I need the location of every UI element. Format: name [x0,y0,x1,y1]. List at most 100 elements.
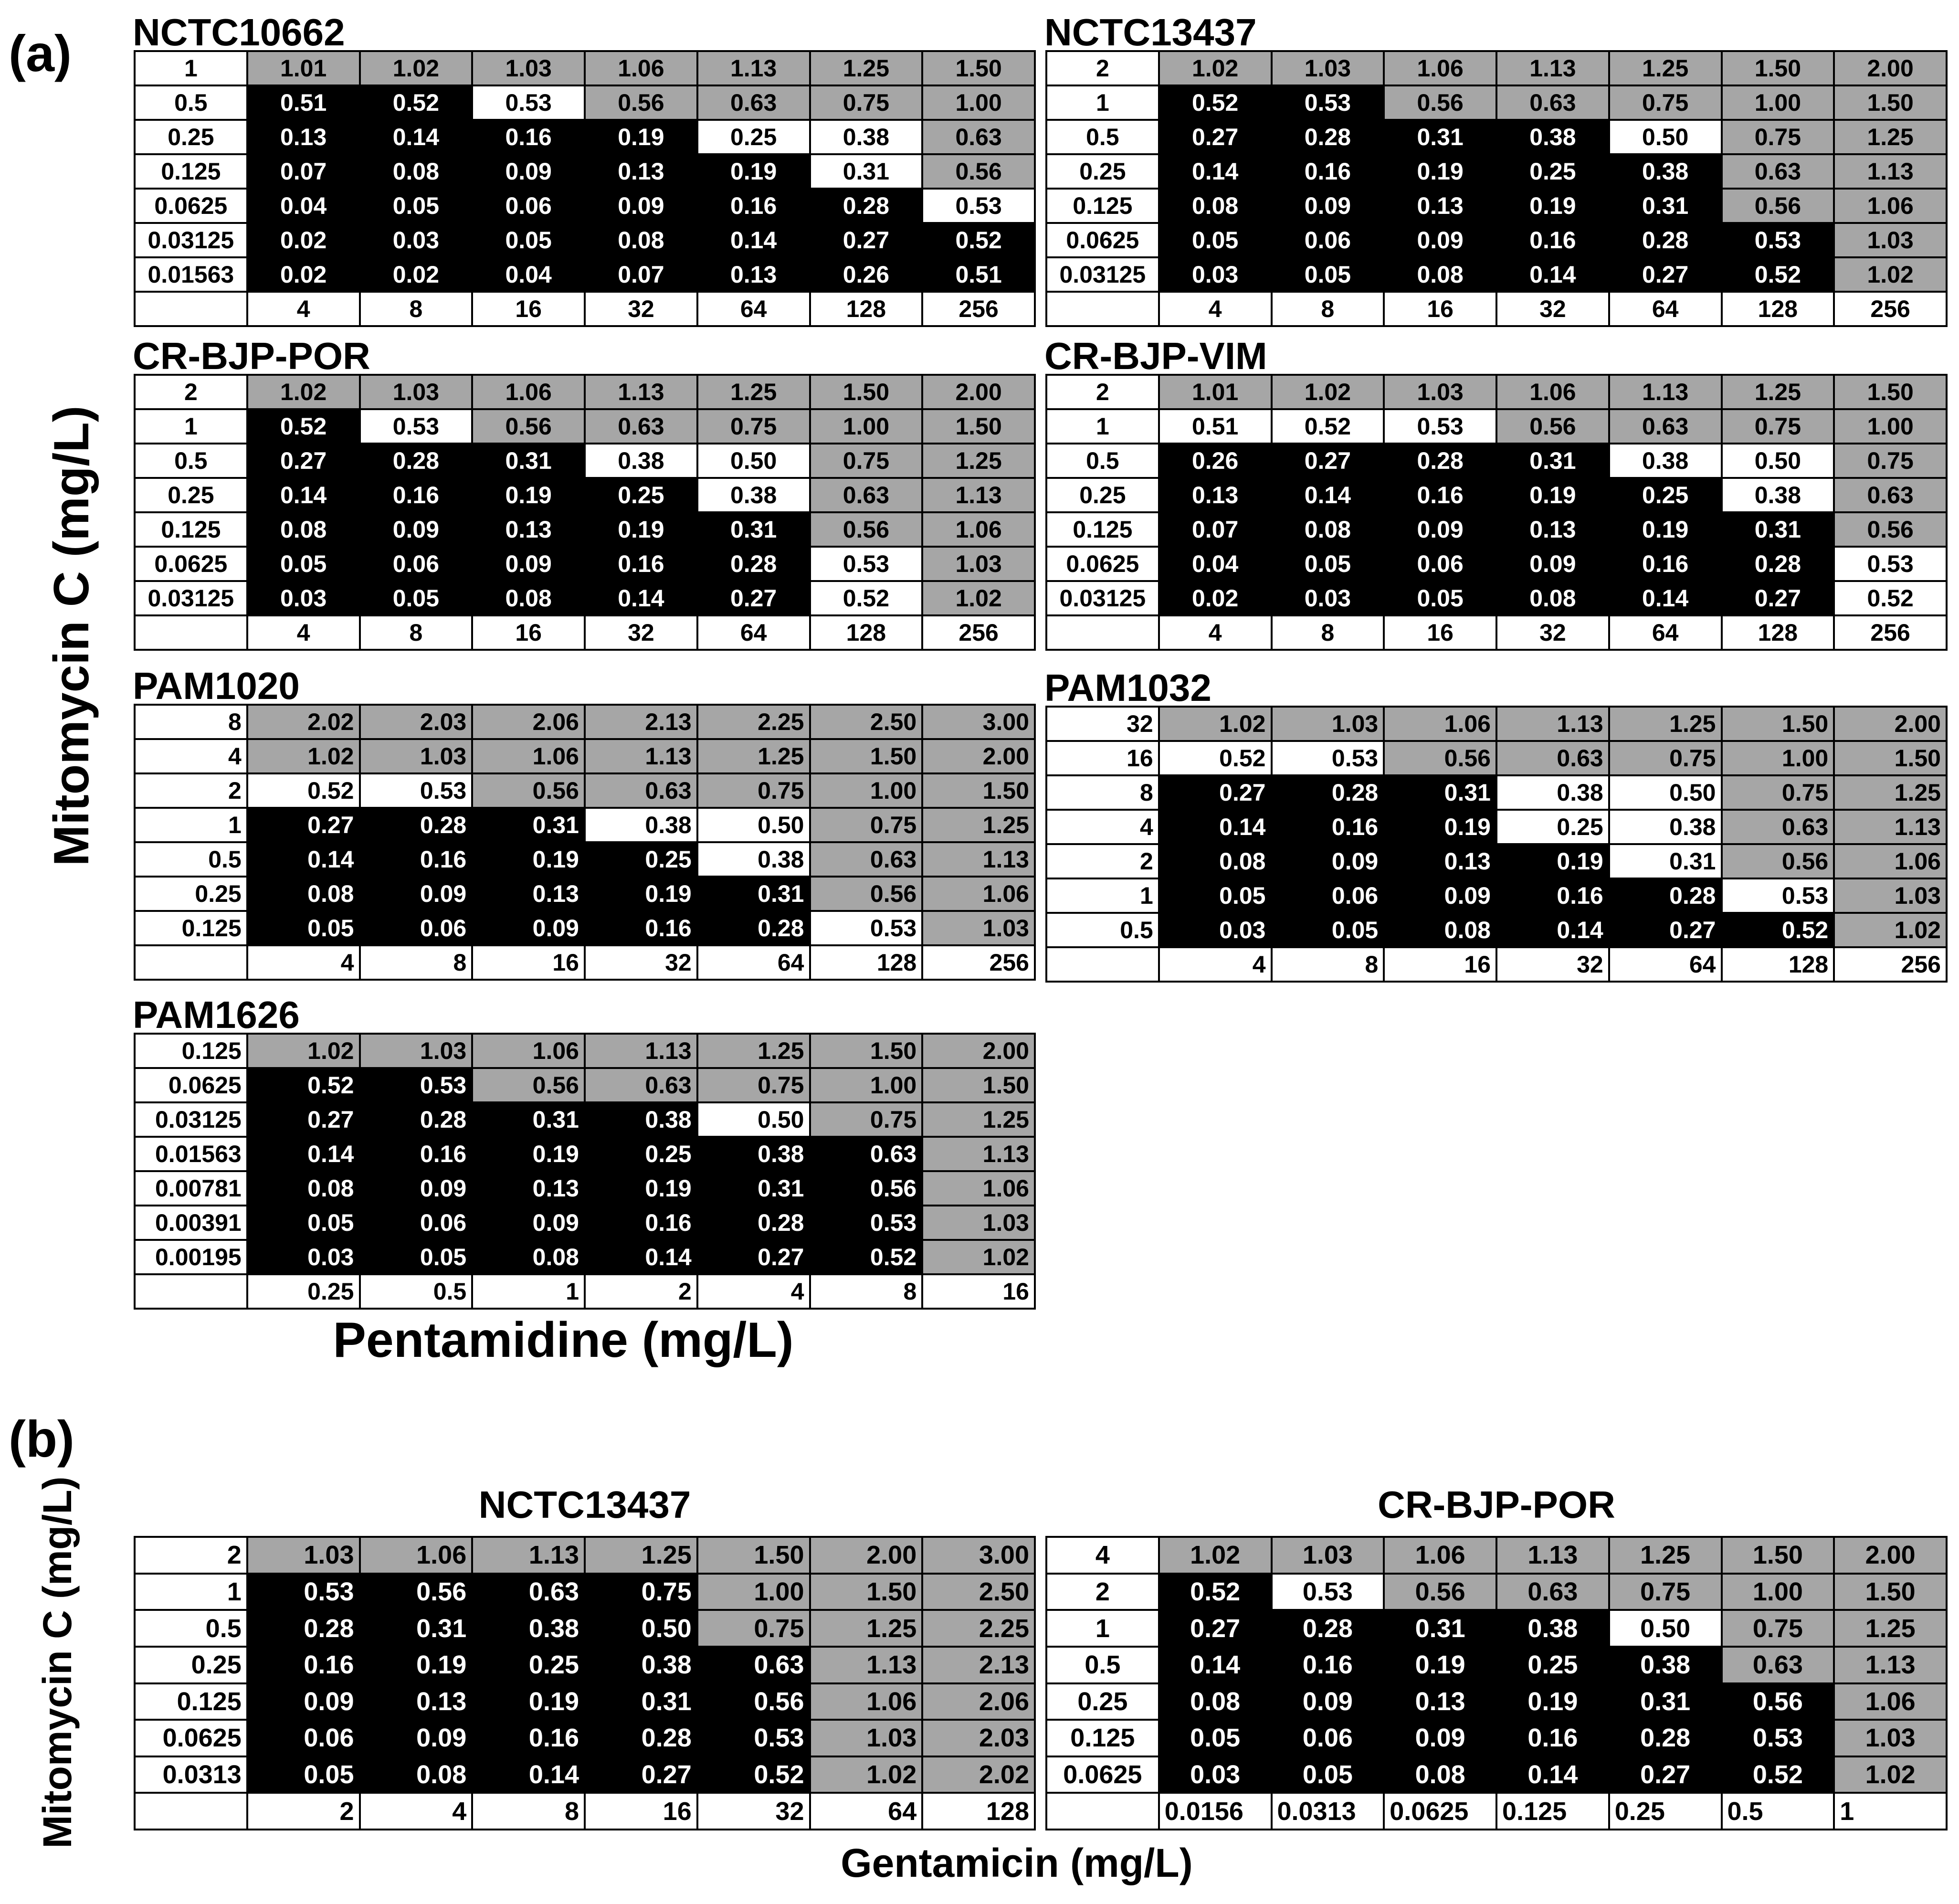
row-label: 0.125 [1047,513,1158,546]
fici-cell: 0.75 [811,1103,922,1136]
row-label: 0.125 [136,912,246,944]
col-label: 4 [1159,293,1271,325]
fici-cell: 0.38 [1610,155,1721,188]
fici-cell: 1.50 [1722,1538,1833,1573]
checkerboard-table: 0.125 1.02 1.03 1.06 1.13 1.25 1.50 2.00 0.0625 0… [134,1033,1036,1310]
fici-cell: 2.50 [923,1574,1034,1609]
row-label: 1 [136,410,246,443]
col-label: 8 [360,946,472,979]
fici-cell: 1.13 [698,52,809,85]
col-label: 4 [248,293,359,325]
fici-cell: 0.19 [473,1684,584,1719]
fici-cell: 0.53 [1385,410,1496,443]
fici-cell: 1.25 [1610,708,1721,740]
fici-cell: 0.28 [1610,224,1721,256]
fici-cell: 3.00 [923,1538,1034,1573]
x-axis-label-a: Pentamidine (mg/L) [333,1312,794,1368]
col-label: 0.125 [1497,1794,1608,1829]
fici-cell: 0.27 [248,809,359,841]
col-label: 256 [1835,293,1946,325]
fici-cell: 1.01 [248,52,359,85]
fici-cell: 0.38 [1610,444,1721,477]
fici-cell: 1.00 [1722,742,1833,774]
table-title: PAM1626 [133,994,300,1036]
row-label: 0.01563 [136,1138,246,1170]
fici-cell: 0.14 [248,479,359,511]
fici-cell: 0.50 [1610,1611,1721,1646]
fici-cell: 0.19 [586,1172,696,1205]
fici-cell: 0.52 [1159,742,1271,774]
fici-cell: 0.75 [698,1611,809,1646]
fici-cell: 0.28 [1272,1611,1383,1646]
row-label: 0.5 [136,444,246,477]
row-label: 32 [1047,708,1158,740]
fici-cell: 0.19 [473,843,584,876]
table-title: NCTC10662 [133,11,345,53]
row-label: 2 [1047,52,1158,85]
col-label: 32 [586,616,696,649]
fici-cell: 0.51 [923,258,1034,291]
fici-cell: 0.31 [1610,845,1721,878]
fici-cell: 1.02 [1159,708,1271,740]
fici-cell: 0.52 [1722,1757,1833,1792]
col-label: 64 [1610,616,1721,649]
fici-cell: 1.03 [811,1721,922,1756]
fici-cell: 0.16 [248,1647,359,1682]
fici-cell: 0.56 [1722,1684,1833,1719]
fici-cell: 0.31 [1385,776,1496,809]
corner-cell [136,946,246,979]
fici-cell: 1.13 [923,479,1034,511]
fici-cell: 0.09 [473,912,584,944]
fici-cell: 2.02 [248,706,359,738]
fici-cell: 0.19 [1385,155,1496,188]
fici-cell: 1.50 [698,1538,809,1573]
fici-cell: 0.38 [586,444,696,477]
row-label: 16 [1047,742,1158,774]
fici-cell: 0.16 [1497,879,1608,912]
fici-cell: 0.19 [1497,479,1608,511]
fici-cell: 0.56 [1385,86,1496,119]
fici-cell: 0.03 [1159,914,1271,946]
fici-cell: 0.31 [473,444,584,477]
fici-cell: 0.63 [811,479,922,511]
fici-cell: 0.05 [1159,879,1271,912]
fici-cell: 0.26 [1159,444,1271,477]
fici-cell: 0.08 [1159,190,1271,222]
fici-cell: 0.03 [360,224,472,256]
fici-cell: 1.02 [1159,1538,1271,1573]
fici-cell: 1.06 [1385,708,1496,740]
fici-cell: 0.75 [1610,742,1721,774]
fici-cell: 0.14 [1610,582,1721,614]
col-label: 128 [923,1794,1034,1829]
fici-cell: 0.16 [360,1138,472,1170]
fici-cell: 0.53 [360,774,472,807]
fici-cell: 0.02 [248,258,359,291]
fici-cell: 0.19 [586,513,696,546]
fici-cell: 0.08 [1385,1757,1496,1792]
fici-cell: 0.09 [473,155,584,188]
fici-cell: 0.06 [360,548,472,580]
row-label: 0.00195 [136,1241,246,1273]
fici-cell: 0.53 [698,1721,809,1756]
fici-cell: 1.03 [923,548,1034,580]
fici-cell: 0.31 [698,1172,809,1205]
corner-cell [136,1275,246,1308]
fici-cell: 0.27 [811,224,922,256]
fici-cell: 0.56 [1722,845,1833,878]
col-label: 4 [1159,948,1271,981]
fici-cell: 0.05 [1272,258,1383,291]
fici-cell: 1.06 [1497,376,1608,408]
fici-cell: 1.13 [1610,376,1721,408]
fici-cell: 0.52 [811,1241,922,1273]
fici-cell: 0.09 [1272,1684,1383,1719]
fici-cell: 0.27 [1610,1757,1721,1792]
col-label: 8 [360,293,472,325]
fici-cell: 0.63 [1497,86,1608,119]
fici-cell: 1.03 [1272,52,1383,85]
row-label: 0.00781 [136,1172,246,1205]
col-label: 8 [811,1275,922,1308]
fici-cell: 0.53 [360,1069,472,1101]
fici-cell: 0.14 [248,1138,359,1170]
fici-cell: 0.19 [1497,845,1608,878]
col-label: 16 [923,1275,1034,1308]
